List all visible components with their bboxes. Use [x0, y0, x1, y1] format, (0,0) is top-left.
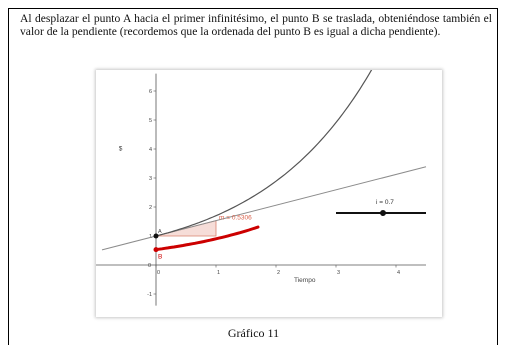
point-a[interactable] — [153, 233, 159, 239]
x-axis-label: Tiempo — [294, 277, 316, 284]
y-tick-label: 2 — [149, 205, 152, 211]
y-tick-label: -1 — [147, 292, 152, 298]
x-tick-label: 1 — [217, 270, 220, 276]
x-ticks: 0 1 2 3 4 — [155, 265, 400, 276]
axes — [96, 73, 426, 306]
function-curve — [155, 70, 373, 237]
y-ticks: -10123456 — [147, 89, 156, 298]
point-a-label: A — [158, 229, 162, 235]
slider-label: i = 0.7 — [376, 199, 394, 206]
y-tick-label: 0 — [148, 263, 151, 269]
y-tick-label: 5 — [149, 118, 152, 124]
x-tick-label: 3 — [337, 270, 340, 276]
y-tick-label: 3 — [149, 176, 152, 182]
y-axis-label: $ — [119, 145, 123, 152]
page-frame — [8, 8, 498, 345]
x-tick-label: 2 — [277, 270, 280, 276]
slider-i[interactable]: i = 0.7 — [336, 199, 426, 216]
paragraph-text: Al desplazar el punto A hacia el primer … — [20, 12, 492, 39]
slope-label: m = 0.5306 — [219, 215, 252, 222]
derivative-curve — [154, 225, 260, 252]
x-tick-label: 0 — [157, 270, 160, 276]
x-tick-label: 4 — [397, 270, 400, 276]
point-b-label: B — [158, 254, 162, 261]
slider-handle[interactable] — [380, 210, 386, 216]
figure-caption: Gráfico 11 — [227, 326, 280, 340]
y-tick-label: 4 — [149, 147, 152, 153]
y-tick-label: 6 — [149, 89, 152, 95]
point-b[interactable] — [153, 247, 159, 253]
